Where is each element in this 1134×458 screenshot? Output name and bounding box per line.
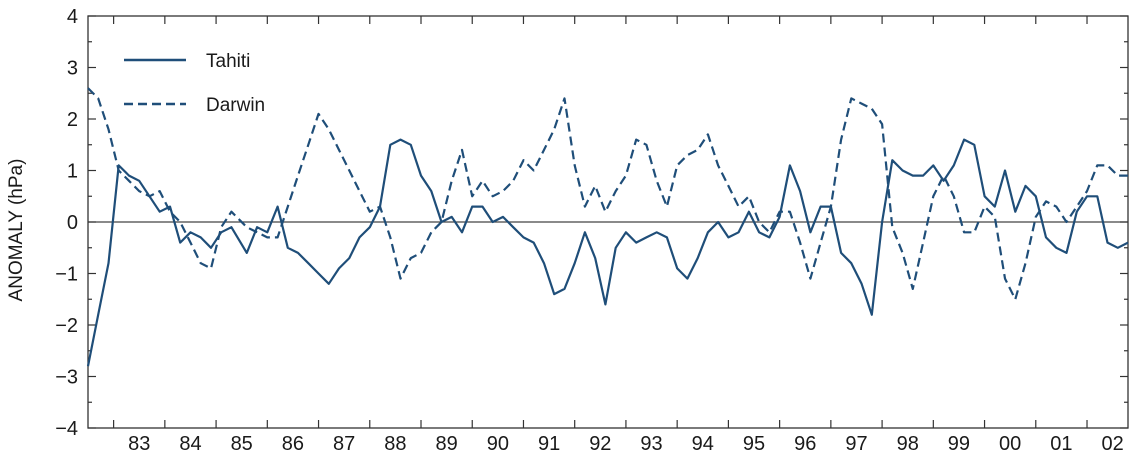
x-tick-label: 00 bbox=[999, 433, 1021, 455]
x-tick-label: 99 bbox=[948, 433, 970, 455]
x-tick-label: 86 bbox=[282, 433, 304, 455]
legend-label-tahiti: Tahiti bbox=[206, 51, 250, 72]
x-axis-ticks: 83 84 85 86 87 88 89 90 91 92 93 94 95 96 97 98 99 00 01 02 bbox=[113, 16, 1124, 455]
y-tick-label: −3 bbox=[55, 367, 78, 389]
y-axis-ticks: 4 3 2 1 0 −1 −2 −3 −4 bbox=[55, 6, 1128, 440]
x-tick-label: 85 bbox=[231, 433, 253, 455]
y-tick-label: 0 bbox=[67, 212, 78, 234]
legend: Tahiti Darwin bbox=[124, 51, 265, 116]
x-tick-label: 95 bbox=[743, 433, 765, 455]
x-tick-label: 94 bbox=[692, 433, 714, 455]
x-tick-label: 91 bbox=[538, 433, 560, 455]
x-tick-label: 92 bbox=[589, 433, 611, 455]
legend-label-darwin: Darwin bbox=[206, 95, 265, 116]
series-line-tahiti bbox=[86, 138, 1129, 367]
series-line-darwin bbox=[87, 87, 1128, 301]
x-tick-label: 89 bbox=[435, 433, 457, 455]
x-tick-label: 83 bbox=[128, 433, 150, 455]
x-tick-label: 88 bbox=[384, 433, 406, 455]
y-tick-label: 3 bbox=[67, 58, 78, 80]
x-tick-label: 93 bbox=[640, 433, 662, 455]
x-tick-label: 02 bbox=[1102, 433, 1124, 455]
y-tick-label: 1 bbox=[67, 161, 78, 183]
x-tick-label: 98 bbox=[897, 433, 919, 455]
y-tick-label: −4 bbox=[55, 418, 78, 440]
series-lines bbox=[86, 87, 1129, 367]
y-tick-label: −2 bbox=[55, 315, 78, 337]
x-tick-label: 84 bbox=[179, 433, 201, 455]
y-tick-label: 2 bbox=[67, 109, 78, 131]
x-tick-label: 97 bbox=[845, 433, 867, 455]
x-tick-label: 01 bbox=[1050, 433, 1072, 455]
x-tick-label: 87 bbox=[333, 433, 355, 455]
y-tick-label: −1 bbox=[55, 264, 78, 286]
y-tick-label: 4 bbox=[67, 6, 78, 28]
x-tick-label: 90 bbox=[487, 433, 509, 455]
x-tick-label: 96 bbox=[794, 433, 816, 455]
y-axis-label: ANOMALY (hPa) bbox=[6, 159, 27, 302]
